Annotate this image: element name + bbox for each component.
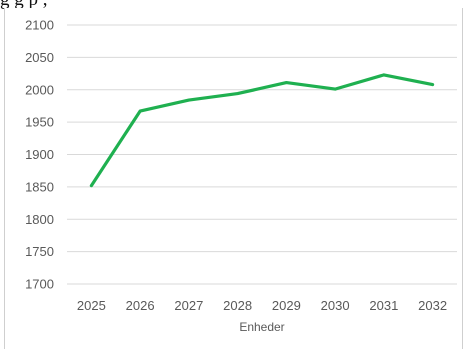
x-tick-label: 2026 bbox=[126, 298, 155, 313]
x-tick-label: 2025 bbox=[77, 298, 106, 313]
x-axis-ticks: 2025 2026 2027 2028 2029 2030 2031 2032 bbox=[77, 298, 447, 313]
x-tick-label: 2029 bbox=[272, 298, 301, 313]
gridlines bbox=[67, 25, 457, 284]
y-tick-label: 1850 bbox=[25, 179, 54, 194]
y-tick-label: 1900 bbox=[25, 147, 54, 162]
y-tick-label: 2050 bbox=[25, 50, 54, 65]
y-tick-label: 1700 bbox=[25, 277, 54, 292]
y-tick-label: 1750 bbox=[25, 244, 54, 259]
x-tick-label: 2028 bbox=[223, 298, 252, 313]
y-axis-ticks: 1700 1750 1800 1850 1900 1950 2000 2050 2100 bbox=[25, 18, 54, 292]
x-tick-label: 2032 bbox=[418, 298, 447, 313]
y-tick-label: 1950 bbox=[25, 115, 54, 130]
y-tick-label: 2000 bbox=[25, 82, 54, 97]
x-tick-label: 2031 bbox=[369, 298, 398, 313]
x-tick-label: 2027 bbox=[174, 298, 203, 313]
y-tick-label: 2100 bbox=[25, 18, 54, 33]
y-tick-label: 1800 bbox=[25, 212, 54, 227]
line-chart: 1700 1750 1800 1850 1900 1950 2000 2050 2100 202… bbox=[5, 8, 464, 349]
x-axis-label: Enheder bbox=[239, 320, 284, 334]
x-tick-label: 2030 bbox=[321, 298, 350, 313]
series-lines bbox=[91, 75, 432, 186]
series-line-0 bbox=[91, 75, 432, 186]
chart-container: 1700 1750 1800 1850 1900 1950 2000 2050 2100 202… bbox=[4, 8, 463, 349]
